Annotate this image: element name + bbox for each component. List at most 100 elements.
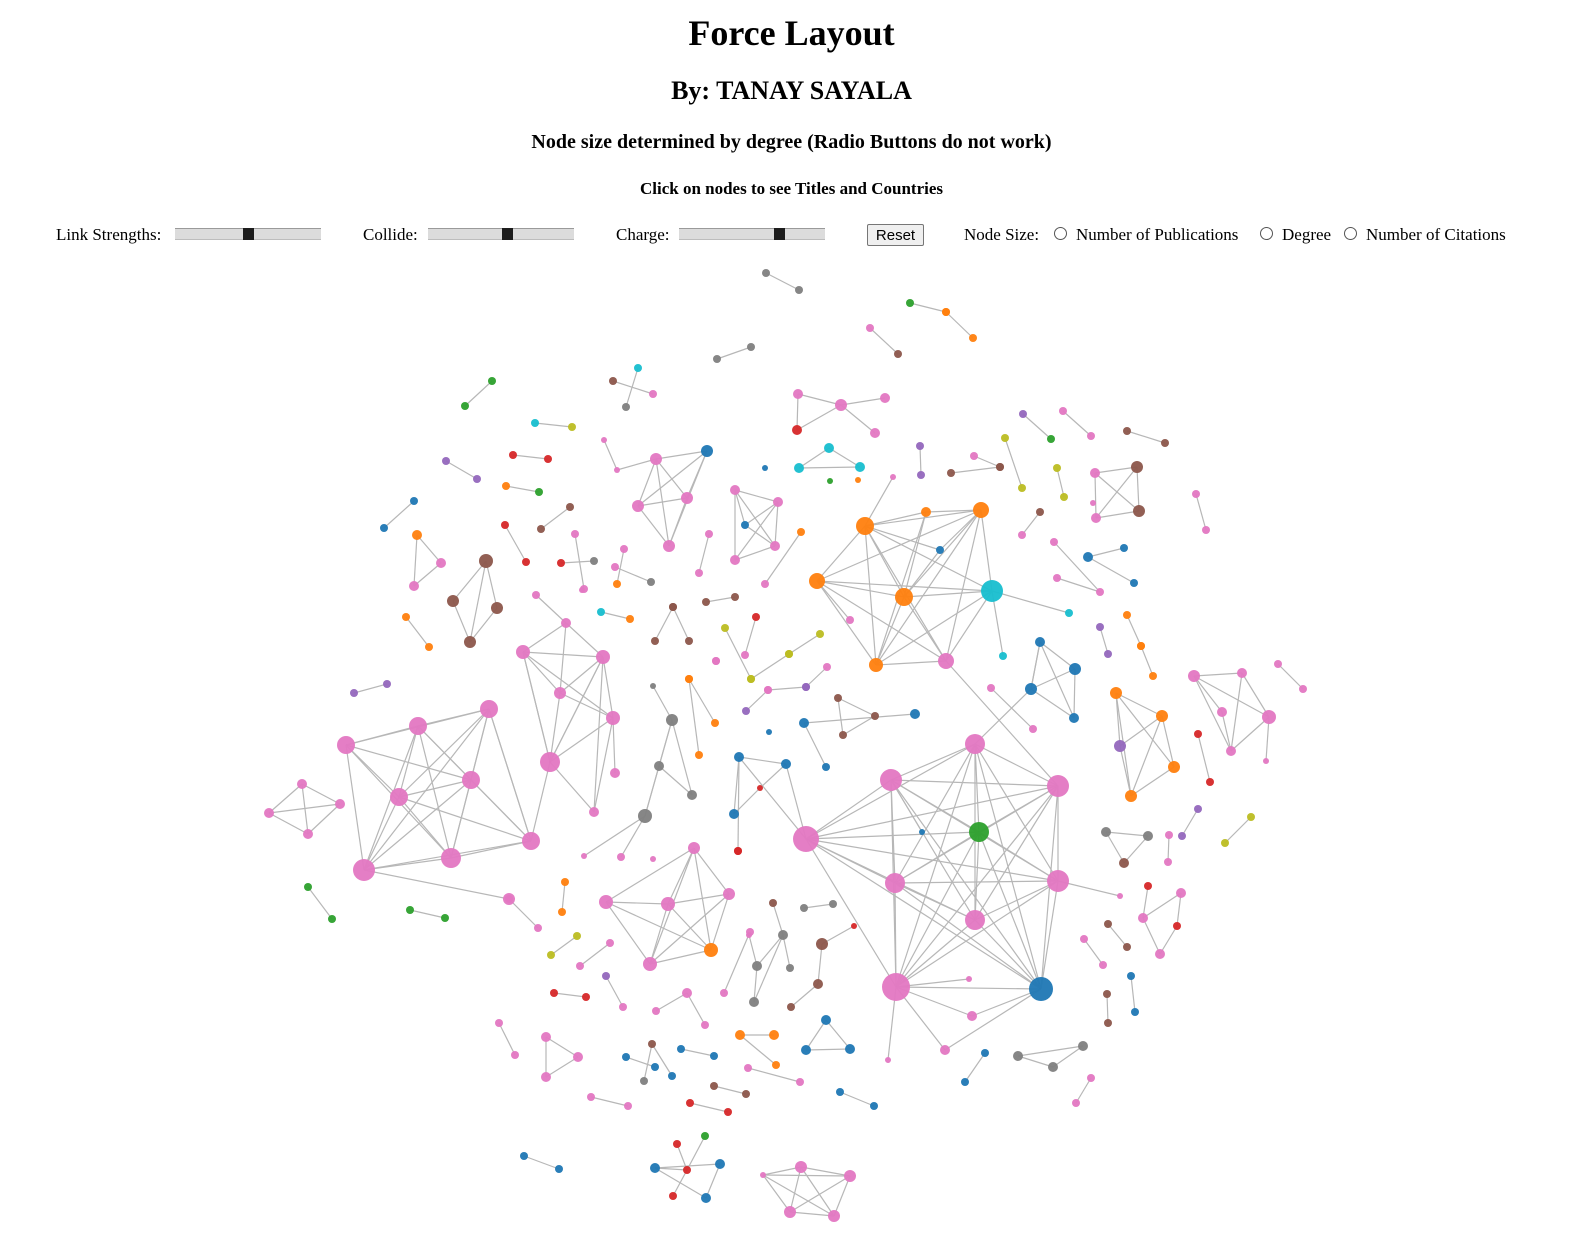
graph-node[interactable] — [350, 689, 358, 697]
graph-node[interactable] — [1103, 990, 1111, 998]
graph-node[interactable] — [441, 914, 449, 922]
graph-node[interactable] — [597, 608, 605, 616]
graph-node[interactable] — [734, 847, 742, 855]
graph-node[interactable] — [1035, 637, 1045, 647]
graph-node[interactable] — [264, 808, 274, 818]
graph-node[interactable] — [730, 555, 740, 565]
graph-node[interactable] — [1090, 500, 1096, 506]
graph-node[interactable] — [795, 1161, 807, 1173]
graph-node[interactable] — [824, 443, 834, 453]
graph-node[interactable] — [1018, 484, 1026, 492]
graph-node[interactable] — [885, 1057, 891, 1063]
graph-node[interactable] — [1087, 1074, 1095, 1082]
graph-node[interactable] — [730, 485, 740, 495]
graph-node[interactable] — [870, 428, 880, 438]
graph-node[interactable] — [701, 1132, 709, 1140]
graph-node[interactable] — [606, 939, 614, 947]
graph-node[interactable] — [1155, 949, 1165, 959]
graph-node[interactable] — [535, 488, 543, 496]
force-graph-canvas[interactable] — [0, 255, 1583, 1246]
graph-node[interactable] — [1001, 434, 1009, 442]
graph-node[interactable] — [688, 842, 700, 854]
graph-node[interactable] — [622, 1053, 630, 1061]
graph-node[interactable] — [554, 687, 566, 699]
graph-node[interactable] — [749, 997, 759, 1007]
graph-node[interactable] — [402, 613, 410, 621]
graph-node[interactable] — [973, 502, 989, 518]
graph-node[interactable] — [582, 993, 590, 1001]
graph-node[interactable] — [742, 1090, 750, 1098]
graph-node[interactable] — [1029, 725, 1037, 733]
graph-node[interactable] — [531, 419, 539, 427]
graph-node[interactable] — [568, 423, 576, 431]
graph-node[interactable] — [1123, 943, 1131, 951]
graph-node[interactable] — [652, 1007, 660, 1015]
graph-node[interactable] — [1165, 831, 1173, 839]
graph-node[interactable] — [488, 377, 496, 385]
graph-node[interactable] — [1047, 435, 1055, 443]
graph-node[interactable] — [1164, 858, 1172, 866]
graph-node[interactable] — [795, 286, 803, 294]
graph-node[interactable] — [894, 350, 902, 358]
graph-node[interactable] — [766, 729, 772, 735]
graph-node[interactable] — [571, 530, 579, 538]
graph-node[interactable] — [447, 595, 459, 607]
graph-node[interactable] — [702, 598, 710, 606]
graph-node[interactable] — [668, 1072, 676, 1080]
graph-node[interactable] — [967, 1011, 977, 1021]
graph-node[interactable] — [547, 951, 555, 959]
graph-node[interactable] — [752, 961, 762, 971]
graph-node[interactable] — [473, 475, 481, 483]
graph-node[interactable] — [297, 779, 307, 789]
graph-node[interactable] — [1138, 913, 1148, 923]
graph-node[interactable] — [760, 1172, 766, 1178]
graph-node[interactable] — [823, 663, 831, 671]
graph-node[interactable] — [406, 906, 414, 914]
graph-node[interactable] — [705, 530, 713, 538]
graph-node[interactable] — [845, 1044, 855, 1054]
graph-node[interactable] — [906, 299, 914, 307]
graph-node[interactable] — [622, 403, 630, 411]
graph-node[interactable] — [797, 528, 805, 536]
graph-node[interactable] — [1119, 858, 1129, 868]
graph-node[interactable] — [390, 788, 408, 806]
graph-node[interactable] — [650, 453, 662, 465]
graph-node[interactable] — [1176, 888, 1186, 898]
graph-node[interactable] — [1104, 1019, 1112, 1027]
graph-node[interactable] — [880, 769, 902, 791]
graph-node[interactable] — [501, 521, 509, 529]
graph-node[interactable] — [383, 680, 391, 688]
graph-node[interactable] — [1202, 526, 1210, 534]
graph-node[interactable] — [851, 923, 857, 929]
graph-node[interactable] — [793, 389, 803, 399]
graph-node[interactable] — [1050, 538, 1058, 546]
graph-node[interactable] — [769, 899, 777, 907]
graph-node[interactable] — [885, 873, 905, 893]
graph-node[interactable] — [1060, 493, 1068, 501]
graph-node[interactable] — [1237, 668, 1247, 678]
graph-node[interactable] — [723, 888, 735, 900]
graph-node[interactable] — [752, 613, 760, 621]
graph-node[interactable] — [610, 768, 620, 778]
graph-node[interactable] — [731, 593, 739, 601]
graph-node[interactable] — [921, 507, 931, 517]
graph-node[interactable] — [491, 602, 503, 614]
graph-node[interactable] — [685, 637, 693, 645]
graph-node[interactable] — [614, 467, 620, 473]
graph-node[interactable] — [970, 452, 978, 460]
graph-node[interactable] — [441, 848, 461, 868]
graph-node[interactable] — [673, 1140, 681, 1148]
graph-node[interactable] — [880, 393, 890, 403]
graph-node[interactable] — [734, 752, 744, 762]
graph-node[interactable] — [654, 761, 664, 771]
graph-node[interactable] — [380, 524, 388, 532]
graph-node[interactable] — [651, 1063, 659, 1071]
graph-node[interactable] — [1192, 490, 1200, 498]
graph-node[interactable] — [792, 425, 802, 435]
graph-node[interactable] — [566, 503, 574, 511]
graph-node[interactable] — [1078, 1041, 1088, 1051]
graph-node[interactable] — [764, 686, 772, 694]
graph-node[interactable] — [724, 1108, 732, 1116]
graph-node[interactable] — [938, 653, 954, 669]
graph-node[interactable] — [762, 465, 768, 471]
